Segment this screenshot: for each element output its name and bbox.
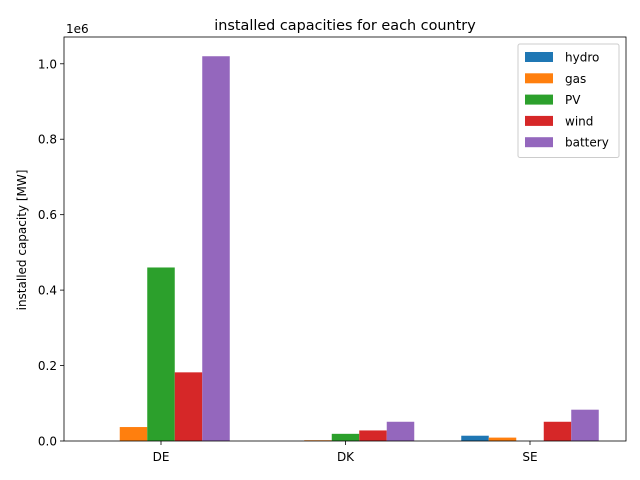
legend-label-gas: gas: [565, 72, 586, 86]
legend-label-PV: PV: [565, 93, 581, 107]
legend: hydro gas PV wind battery: [517, 43, 620, 158]
bar-battery-DK: [386, 421, 415, 441]
legend-swatch-battery: [525, 137, 553, 148]
legend-swatch-gas: [525, 73, 553, 84]
x-tick-label: SE: [522, 450, 537, 464]
y-tick-label: 0.6: [38, 208, 57, 222]
x-tick-label: DK: [337, 450, 355, 464]
y-tick-label: 0.4: [38, 284, 57, 298]
bar-PV-DK: [331, 433, 360, 441]
plot-frame: [63, 36, 627, 442]
bar-wind-DK: [359, 430, 387, 441]
y-tick-label: 0.2: [38, 359, 57, 373]
y-tick-label: 0.0: [38, 435, 57, 449]
x-axis: DE DK SE: [153, 441, 538, 464]
bar-PV-DE: [147, 267, 175, 441]
bar-gas-SE: [488, 437, 517, 441]
y-tick-label: 0.8: [38, 133, 57, 147]
legend-swatch-hydro: [525, 52, 553, 62]
legend-label-wind: wind: [565, 114, 593, 128]
bar-battery-SE: [571, 409, 599, 441]
y-axis-label: installed capacity [MW]: [15, 170, 29, 311]
chart-title: installed capacities for each country: [214, 18, 476, 34]
bar-battery-DE: [202, 56, 230, 441]
bar-wind-SE: [543, 421, 572, 441]
legend-swatch-wind: [525, 115, 553, 126]
y-offset-label: 1e6: [66, 22, 89, 36]
bar-hydro-SE: [461, 435, 489, 441]
y-axis: 0.0 0.2 0.4 0.6 0.8 1.0: [38, 57, 64, 449]
bar-gas-DE: [119, 427, 148, 441]
bar-wind-DE: [174, 372, 203, 441]
legend-swatch-PV: [525, 94, 553, 105]
x-tick-label: DE: [153, 450, 170, 464]
bars-group: [119, 56, 599, 441]
y-tick-label: 1.0: [38, 57, 57, 71]
legend-label-battery: battery: [565, 136, 609, 150]
legend-box: [517, 43, 620, 158]
legend-label-hydro: hydro: [565, 51, 599, 65]
